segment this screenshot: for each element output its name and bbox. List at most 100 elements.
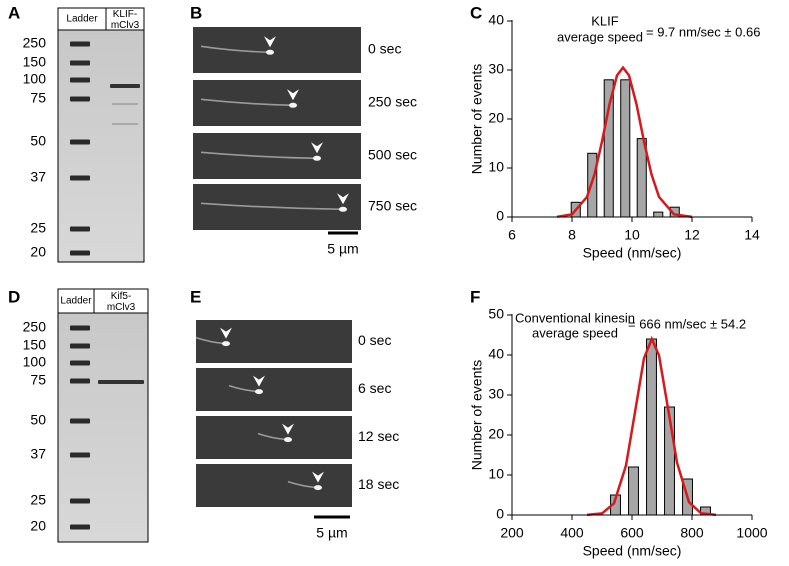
microtubule	[200, 45, 271, 54]
lane-label: Kif5-mClv3	[107, 291, 136, 313]
marker-label: 75	[30, 90, 46, 106]
y-tick-label: 10	[488, 466, 504, 482]
motor-spot	[266, 49, 274, 55]
ladder-band	[70, 250, 90, 256]
y-axis-title: Number of events	[469, 360, 485, 471]
bar	[628, 466, 639, 516]
ladder-band	[70, 524, 90, 530]
fit-curve	[556, 65, 693, 219]
time-label: 12 sec	[358, 428, 399, 444]
ladder-band	[70, 418, 90, 424]
scale-label: 5 µm	[316, 525, 347, 541]
x-tick-label: 800	[680, 525, 704, 541]
ladder-band	[70, 325, 90, 331]
time-label: 750 sec	[368, 198, 417, 214]
motor-spot	[222, 341, 230, 347]
marker-label: 75	[30, 372, 46, 388]
bar	[646, 338, 657, 516]
y-tick-label: 30	[488, 386, 504, 402]
ladder-band	[70, 378, 90, 384]
ladder-band	[70, 226, 90, 232]
ladder-band	[70, 60, 90, 66]
annotation: average speed	[532, 325, 618, 340]
x-tick-label: 200	[500, 525, 524, 541]
time-label: 500 sec	[368, 147, 417, 163]
lane-label: KLIF-mClv3	[111, 9, 140, 31]
y-tick-label: 10	[488, 159, 504, 175]
micrograph	[193, 133, 361, 179]
motor-spot	[314, 485, 322, 491]
annotation: average speed	[557, 29, 643, 44]
faint-band	[112, 123, 138, 125]
arrowhead	[253, 375, 265, 387]
panel-letter: E	[190, 287, 201, 306]
ladder-band	[70, 360, 90, 366]
y-tick-label: 40	[488, 346, 504, 362]
y-tick-label: 20	[488, 426, 504, 442]
marker-label: 25	[30, 492, 46, 508]
panel-letter: A	[8, 3, 20, 22]
marker-label: 25	[30, 220, 46, 236]
bar	[620, 79, 631, 218]
y-tick-label: 40	[488, 12, 504, 28]
panel-letter: F	[470, 287, 480, 306]
micrograph	[196, 320, 352, 363]
motor-spot	[339, 206, 347, 212]
protein-band	[110, 84, 140, 88]
motor-spot	[289, 102, 297, 108]
x-tick-label: 12	[684, 227, 700, 243]
ladder-band	[70, 96, 90, 102]
microtubule	[200, 151, 318, 160]
marker-label: 37	[30, 169, 46, 185]
y-tick-label: 50	[488, 306, 504, 322]
x-tick-label: 600	[620, 525, 644, 541]
marker-label: 150	[23, 337, 47, 353]
microtubule	[200, 202, 344, 211]
marker-label: 100	[23, 71, 47, 87]
marker-label: 250	[23, 35, 47, 51]
lane-label: Ladder	[66, 14, 98, 25]
protein-band	[98, 380, 144, 384]
arrowhead	[312, 471, 324, 483]
marker-label: 150	[23, 54, 47, 70]
marker-label: 20	[30, 518, 46, 534]
ladder-band	[70, 175, 90, 181]
y-tick-label: 30	[488, 61, 504, 77]
motor-spot	[255, 389, 263, 395]
marker-label: 50	[30, 133, 46, 149]
x-tick-label: 14	[744, 227, 760, 243]
arrowhead	[282, 423, 294, 435]
gel-image	[57, 312, 149, 543]
bar	[653, 211, 664, 218]
time-label: 0 sec	[368, 41, 401, 57]
arrowhead	[220, 327, 232, 339]
annotation: = 666 nm/sec ± 54.2	[628, 316, 746, 331]
time-label: 18 sec	[358, 476, 399, 492]
ladder-band	[70, 77, 90, 83]
motor-spot	[313, 155, 321, 161]
lane-label: Ladder	[60, 296, 92, 307]
marker-label: 37	[30, 446, 46, 462]
panel-letter: B	[190, 3, 202, 22]
faint-band	[112, 103, 138, 105]
arrowhead	[264, 36, 276, 48]
marker-label: 250	[23, 319, 47, 335]
bar	[587, 152, 598, 218]
x-axis-title: Speed (nm/sec)	[583, 543, 682, 559]
lane-header	[105, 7, 145, 31]
microtubule	[200, 98, 294, 107]
time-label: 250 sec	[368, 94, 417, 110]
y-tick-label: 20	[488, 110, 504, 126]
motor-spot	[284, 437, 292, 443]
arrowhead	[287, 89, 299, 101]
ladder-band	[70, 343, 90, 349]
x-tick-label: 400	[560, 525, 584, 541]
marker-label: 50	[30, 412, 46, 428]
ladder-band	[70, 139, 90, 145]
bar	[603, 79, 614, 218]
annotation: Conventional kinesin	[515, 310, 635, 325]
panel-letter: D	[8, 287, 20, 306]
micrograph	[196, 464, 352, 507]
y-tick-label: 0	[496, 506, 504, 522]
